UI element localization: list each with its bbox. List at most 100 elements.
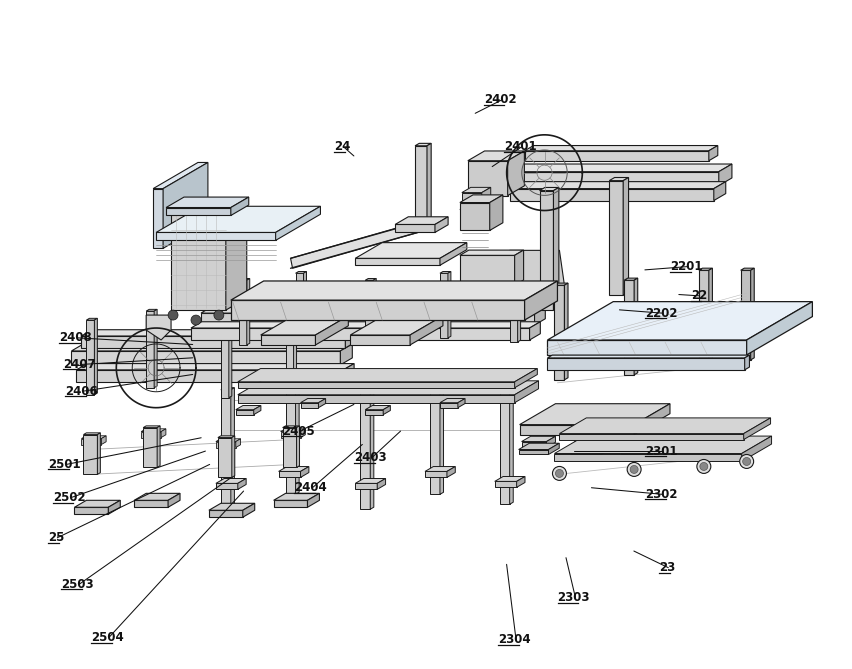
Polygon shape — [226, 198, 247, 310]
Polygon shape — [699, 270, 709, 365]
Polygon shape — [742, 436, 772, 462]
Text: 2303: 2303 — [557, 591, 590, 604]
Text: 2408: 2408 — [60, 331, 92, 345]
Polygon shape — [649, 436, 658, 448]
Polygon shape — [166, 197, 249, 207]
Polygon shape — [709, 268, 712, 365]
Polygon shape — [447, 466, 455, 478]
Polygon shape — [261, 316, 348, 335]
Polygon shape — [366, 409, 383, 415]
Polygon shape — [548, 355, 750, 358]
Polygon shape — [221, 390, 231, 509]
Polygon shape — [285, 311, 294, 388]
Polygon shape — [709, 146, 717, 161]
Polygon shape — [525, 281, 557, 320]
Polygon shape — [82, 439, 101, 444]
Polygon shape — [238, 369, 538, 382]
Text: 2404: 2404 — [295, 481, 327, 494]
Circle shape — [168, 310, 178, 320]
Polygon shape — [301, 399, 325, 403]
Polygon shape — [515, 369, 538, 388]
Polygon shape — [555, 454, 742, 462]
Polygon shape — [296, 272, 307, 273]
Text: 2407: 2407 — [63, 358, 95, 371]
Polygon shape — [355, 243, 467, 258]
Polygon shape — [285, 309, 296, 311]
Polygon shape — [360, 387, 374, 390]
Polygon shape — [216, 442, 236, 448]
Polygon shape — [460, 203, 490, 230]
Polygon shape — [239, 280, 247, 345]
Polygon shape — [355, 484, 377, 489]
Polygon shape — [548, 358, 745, 370]
Polygon shape — [521, 442, 546, 448]
Polygon shape — [221, 387, 234, 390]
Polygon shape — [156, 206, 320, 232]
Polygon shape — [625, 278, 637, 280]
Polygon shape — [609, 177, 629, 181]
Polygon shape — [291, 219, 432, 268]
Text: 2304: 2304 — [498, 633, 531, 646]
Polygon shape — [101, 436, 106, 444]
Polygon shape — [238, 395, 515, 403]
Polygon shape — [218, 436, 235, 438]
Polygon shape — [560, 418, 770, 434]
Polygon shape — [555, 285, 564, 380]
Polygon shape — [340, 344, 353, 365]
Polygon shape — [377, 478, 386, 489]
Polygon shape — [462, 187, 491, 193]
Text: 22: 22 — [691, 290, 707, 302]
Polygon shape — [82, 336, 345, 348]
Polygon shape — [395, 217, 448, 225]
Polygon shape — [555, 436, 772, 454]
Polygon shape — [430, 375, 440, 494]
Polygon shape — [515, 250, 524, 285]
Text: 2405: 2405 — [282, 425, 314, 438]
Circle shape — [552, 466, 567, 480]
Polygon shape — [744, 418, 770, 440]
Polygon shape — [458, 399, 465, 407]
Polygon shape — [525, 146, 717, 151]
Text: 2302: 2302 — [645, 488, 677, 501]
Polygon shape — [301, 403, 319, 407]
Polygon shape — [163, 163, 208, 248]
Polygon shape — [366, 405, 390, 409]
Polygon shape — [509, 164, 732, 172]
Polygon shape — [83, 435, 97, 474]
Polygon shape — [74, 507, 108, 514]
Text: 2501: 2501 — [49, 458, 81, 471]
Polygon shape — [216, 484, 238, 489]
Text: 2504: 2504 — [91, 631, 124, 644]
Polygon shape — [276, 206, 320, 240]
Polygon shape — [520, 425, 634, 435]
Polygon shape — [231, 197, 249, 215]
Polygon shape — [555, 283, 568, 285]
Polygon shape — [481, 187, 491, 201]
Polygon shape — [460, 250, 524, 256]
Polygon shape — [209, 503, 255, 510]
Polygon shape — [280, 429, 305, 432]
Polygon shape — [440, 243, 467, 266]
Polygon shape — [209, 510, 243, 517]
Polygon shape — [283, 427, 296, 468]
Polygon shape — [621, 450, 651, 454]
Polygon shape — [366, 280, 373, 345]
Text: 25: 25 — [49, 531, 65, 544]
Polygon shape — [315, 316, 348, 345]
Polygon shape — [425, 472, 447, 478]
Polygon shape — [383, 405, 390, 415]
Polygon shape — [746, 302, 813, 355]
Text: 23: 23 — [659, 561, 676, 574]
Polygon shape — [415, 146, 427, 230]
Polygon shape — [345, 330, 356, 348]
Polygon shape — [82, 436, 106, 439]
Polygon shape — [460, 209, 485, 215]
Polygon shape — [508, 151, 524, 195]
Polygon shape — [373, 278, 377, 345]
Polygon shape — [415, 143, 431, 146]
Polygon shape — [509, 277, 518, 342]
Polygon shape — [355, 258, 440, 266]
Polygon shape — [72, 344, 353, 351]
Circle shape — [699, 462, 708, 470]
Polygon shape — [261, 335, 315, 345]
